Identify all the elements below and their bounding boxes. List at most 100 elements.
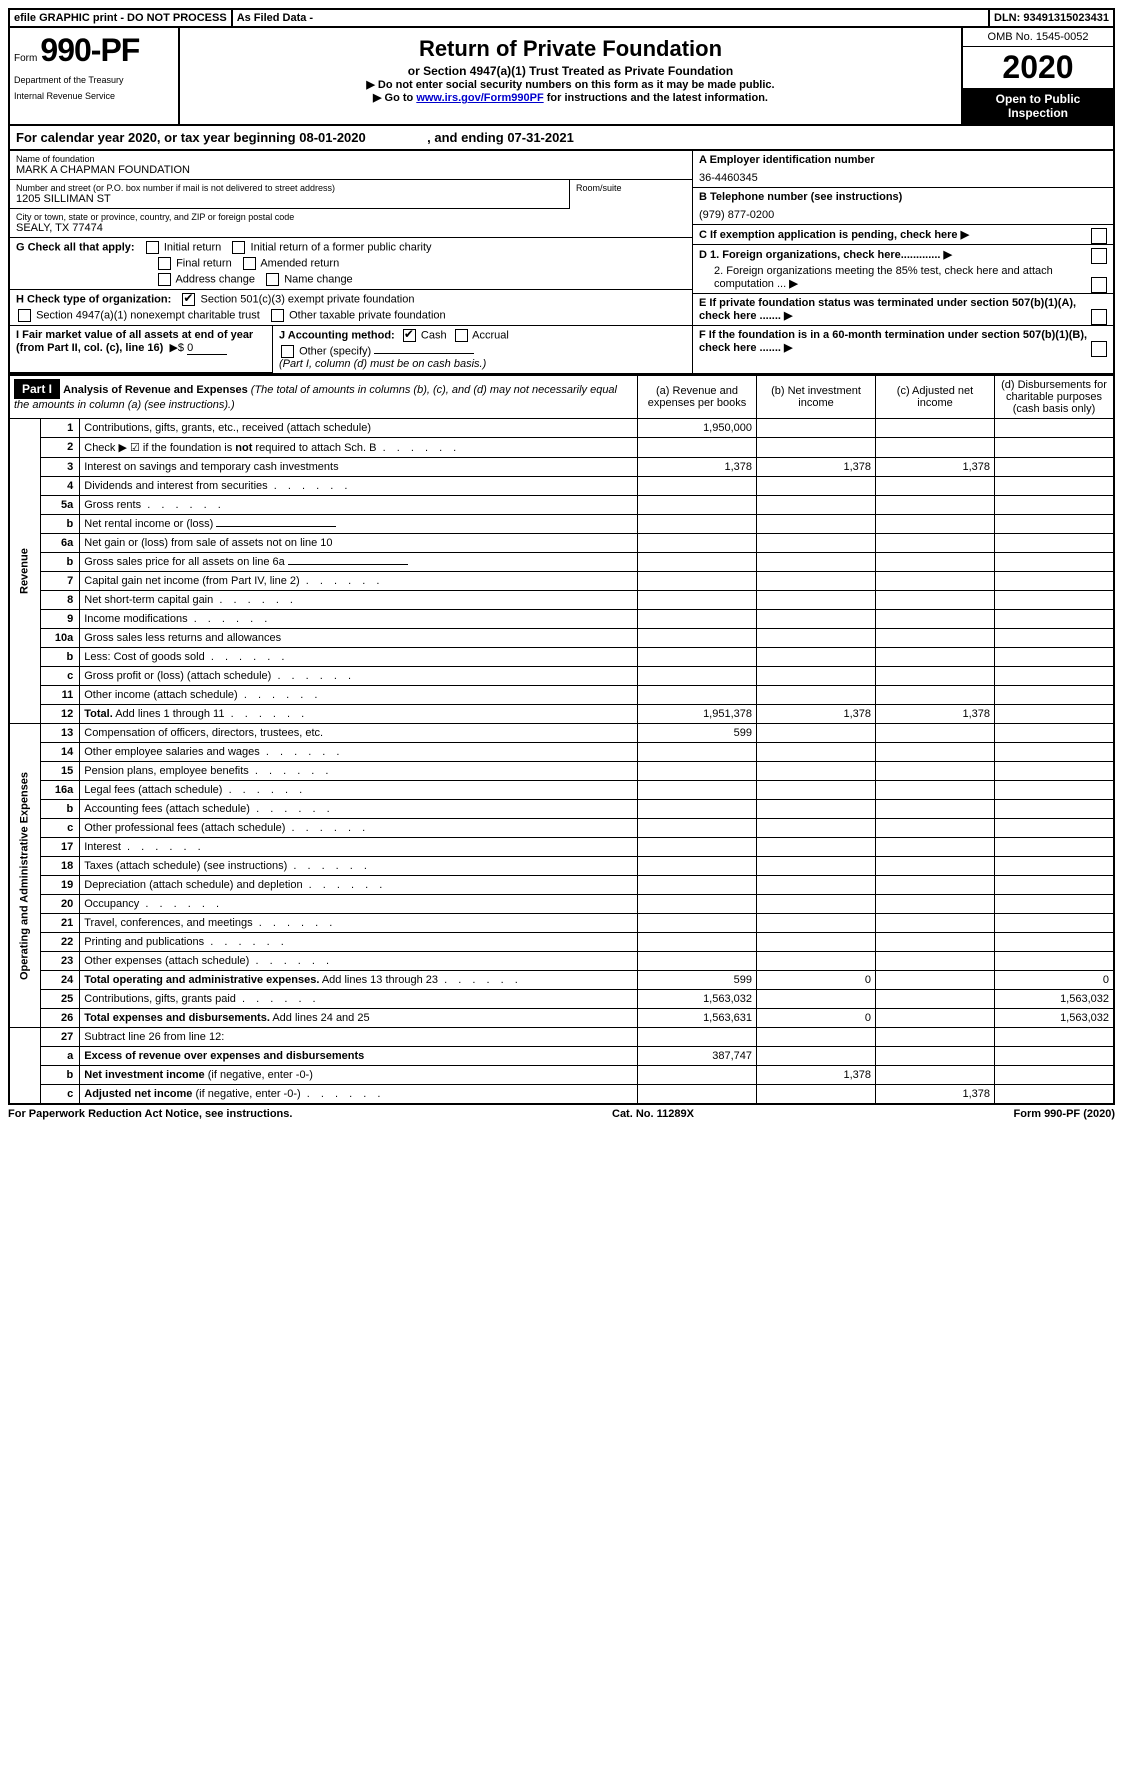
public-inspection-badge: Open to Public Inspection <box>963 88 1113 124</box>
g-label: G Check all that apply: <box>16 241 135 253</box>
part-i-title: Analysis of Revenue and Expenses <box>63 384 248 396</box>
irs-link[interactable]: www.irs.gov/Form990PF <box>416 92 543 104</box>
row-desc: Total expenses and disbursements. Add li… <box>80 1009 638 1028</box>
cb-initial-former[interactable] <box>232 241 245 254</box>
amt-b: 0 <box>757 1009 876 1028</box>
row-desc: Capital gain net income (from Part IV, l… <box>80 572 638 591</box>
table-row: 3Interest on savings and temporary cash … <box>9 458 1114 477</box>
page-footer: For Paperwork Reduction Act Notice, see … <box>8 1108 1115 1120</box>
row-num: 6a <box>41 534 80 553</box>
table-row: aExcess of revenue over expenses and dis… <box>9 1047 1114 1066</box>
amt-c <box>876 876 995 895</box>
amt-a <box>638 876 757 895</box>
amt-d <box>995 458 1115 477</box>
identity-right: A Employer identification number 36-4460… <box>692 151 1113 373</box>
i-amount: 0 <box>187 342 227 355</box>
amt-c <box>876 971 995 990</box>
cb-4947[interactable] <box>18 309 31 322</box>
amt-d <box>995 515 1115 534</box>
i-prefix: ▶$ <box>169 342 184 354</box>
amt-b <box>757 438 876 458</box>
amt-a <box>638 952 757 971</box>
year-box: OMB No. 1545-0052 2020 Open to Public In… <box>961 28 1113 124</box>
box-c[interactable] <box>1091 228 1107 244</box>
amt-c: 1,378 <box>876 458 995 477</box>
table-row: 10aGross sales less returns and allowanc… <box>9 629 1114 648</box>
amt-a <box>638 534 757 553</box>
row-desc: Pension plans, employee benefits . . . .… <box>80 762 638 781</box>
amt-b <box>757 686 876 705</box>
top-bar: efile GRAPHIC print - DO NOT PROCESS As … <box>8 8 1115 28</box>
row-desc: Accounting fees (attach schedule) . . . … <box>80 800 638 819</box>
phone-label: B Telephone number (see instructions) <box>699 191 902 203</box>
cb-initial-return[interactable] <box>146 241 159 254</box>
cal-text2: , and ending <box>427 130 507 145</box>
d-cell: D 1. Foreign organizations, check here..… <box>693 245 1113 294</box>
amt-d <box>995 1028 1115 1047</box>
row-desc: Subtract line 26 from line 12: <box>80 1028 638 1047</box>
amt-b <box>757 819 876 838</box>
section-g: G Check all that apply: Initial return I… <box>10 238 692 290</box>
cb-other-method[interactable] <box>281 345 294 358</box>
amt-c <box>876 914 995 933</box>
amt-a <box>638 515 757 534</box>
row-desc: Check ▶ ☑ if the foundation is not requi… <box>80 438 638 458</box>
row-desc: Interest . . . . . . <box>80 838 638 857</box>
dln: DLN: 93491315023431 <box>988 10 1113 26</box>
cb-addr-change[interactable] <box>158 273 171 286</box>
cal-end: 07-31-2021 <box>507 130 574 145</box>
table-row: 9Income modifications . . . . . . <box>9 610 1114 629</box>
cb-cash[interactable] <box>403 329 416 342</box>
amt-d <box>995 895 1115 914</box>
g-opt-3: Amended return <box>260 257 339 269</box>
cal-text1: For calendar year 2020, or tax year begi… <box>16 130 299 145</box>
amt-a: 599 <box>638 724 757 743</box>
amt-a <box>638 819 757 838</box>
cb-501c3[interactable] <box>182 293 195 306</box>
amt-a <box>638 1028 757 1047</box>
table-row: 27Subtract line 26 from line 12: <box>9 1028 1114 1047</box>
amt-c <box>876 667 995 686</box>
row-num: 4 <box>41 477 80 496</box>
amt-d <box>995 1085 1115 1105</box>
cb-amended[interactable] <box>243 257 256 270</box>
row-desc: Occupancy . . . . . . <box>80 895 638 914</box>
title-box: Return of Private Foundation or Section … <box>180 28 961 124</box>
amt-d <box>995 876 1115 895</box>
cb-accrual[interactable] <box>455 329 468 342</box>
cb-other-taxable[interactable] <box>271 309 284 322</box>
amt-d <box>995 857 1115 876</box>
table-row: cAdjusted net income (if negative, enter… <box>9 1085 1114 1105</box>
table-row: 14Other employee salaries and wages . . … <box>9 743 1114 762</box>
ein-cell: A Employer identification number 36-4460… <box>693 151 1113 188</box>
row-desc: Gross profit or (loss) (attach schedule)… <box>80 667 638 686</box>
amt-b <box>757 1047 876 1066</box>
table-row: 25Contributions, gifts, grants paid . . … <box>9 990 1114 1009</box>
amt-c <box>876 1009 995 1028</box>
cb-final-return[interactable] <box>158 257 171 270</box>
row-desc: Travel, conferences, and meetings . . . … <box>80 914 638 933</box>
amt-d: 0 <box>995 971 1115 990</box>
amt-a <box>638 838 757 857</box>
cb-name-change[interactable] <box>266 273 279 286</box>
amt-b: 1,378 <box>757 458 876 477</box>
table-row: Operating and Administrative Expenses13C… <box>9 724 1114 743</box>
table-row: 4Dividends and interest from securities … <box>9 477 1114 496</box>
row-desc: Dividends and interest from securities .… <box>80 477 638 496</box>
amt-a <box>638 572 757 591</box>
amt-c <box>876 857 995 876</box>
room-label: Room/suite <box>576 183 686 193</box>
box-d1[interactable] <box>1091 248 1107 264</box>
row-num: 16a <box>41 781 80 800</box>
table-row: cGross profit or (loss) (attach schedule… <box>9 667 1114 686</box>
row-desc: Net short-term capital gain . . . . . . <box>80 591 638 610</box>
ein-value: 36-4460345 <box>699 172 1107 184</box>
box-f[interactable] <box>1091 341 1107 357</box>
amt-b <box>757 572 876 591</box>
ein-label: A Employer identification number <box>699 154 875 166</box>
box-e[interactable] <box>1091 309 1107 325</box>
subtitle: or Section 4947(a)(1) Trust Treated as P… <box>186 64 955 78</box>
amt-b <box>757 419 876 438</box>
phone-value: (979) 877-0200 <box>699 209 1107 221</box>
box-d2[interactable] <box>1091 277 1107 293</box>
